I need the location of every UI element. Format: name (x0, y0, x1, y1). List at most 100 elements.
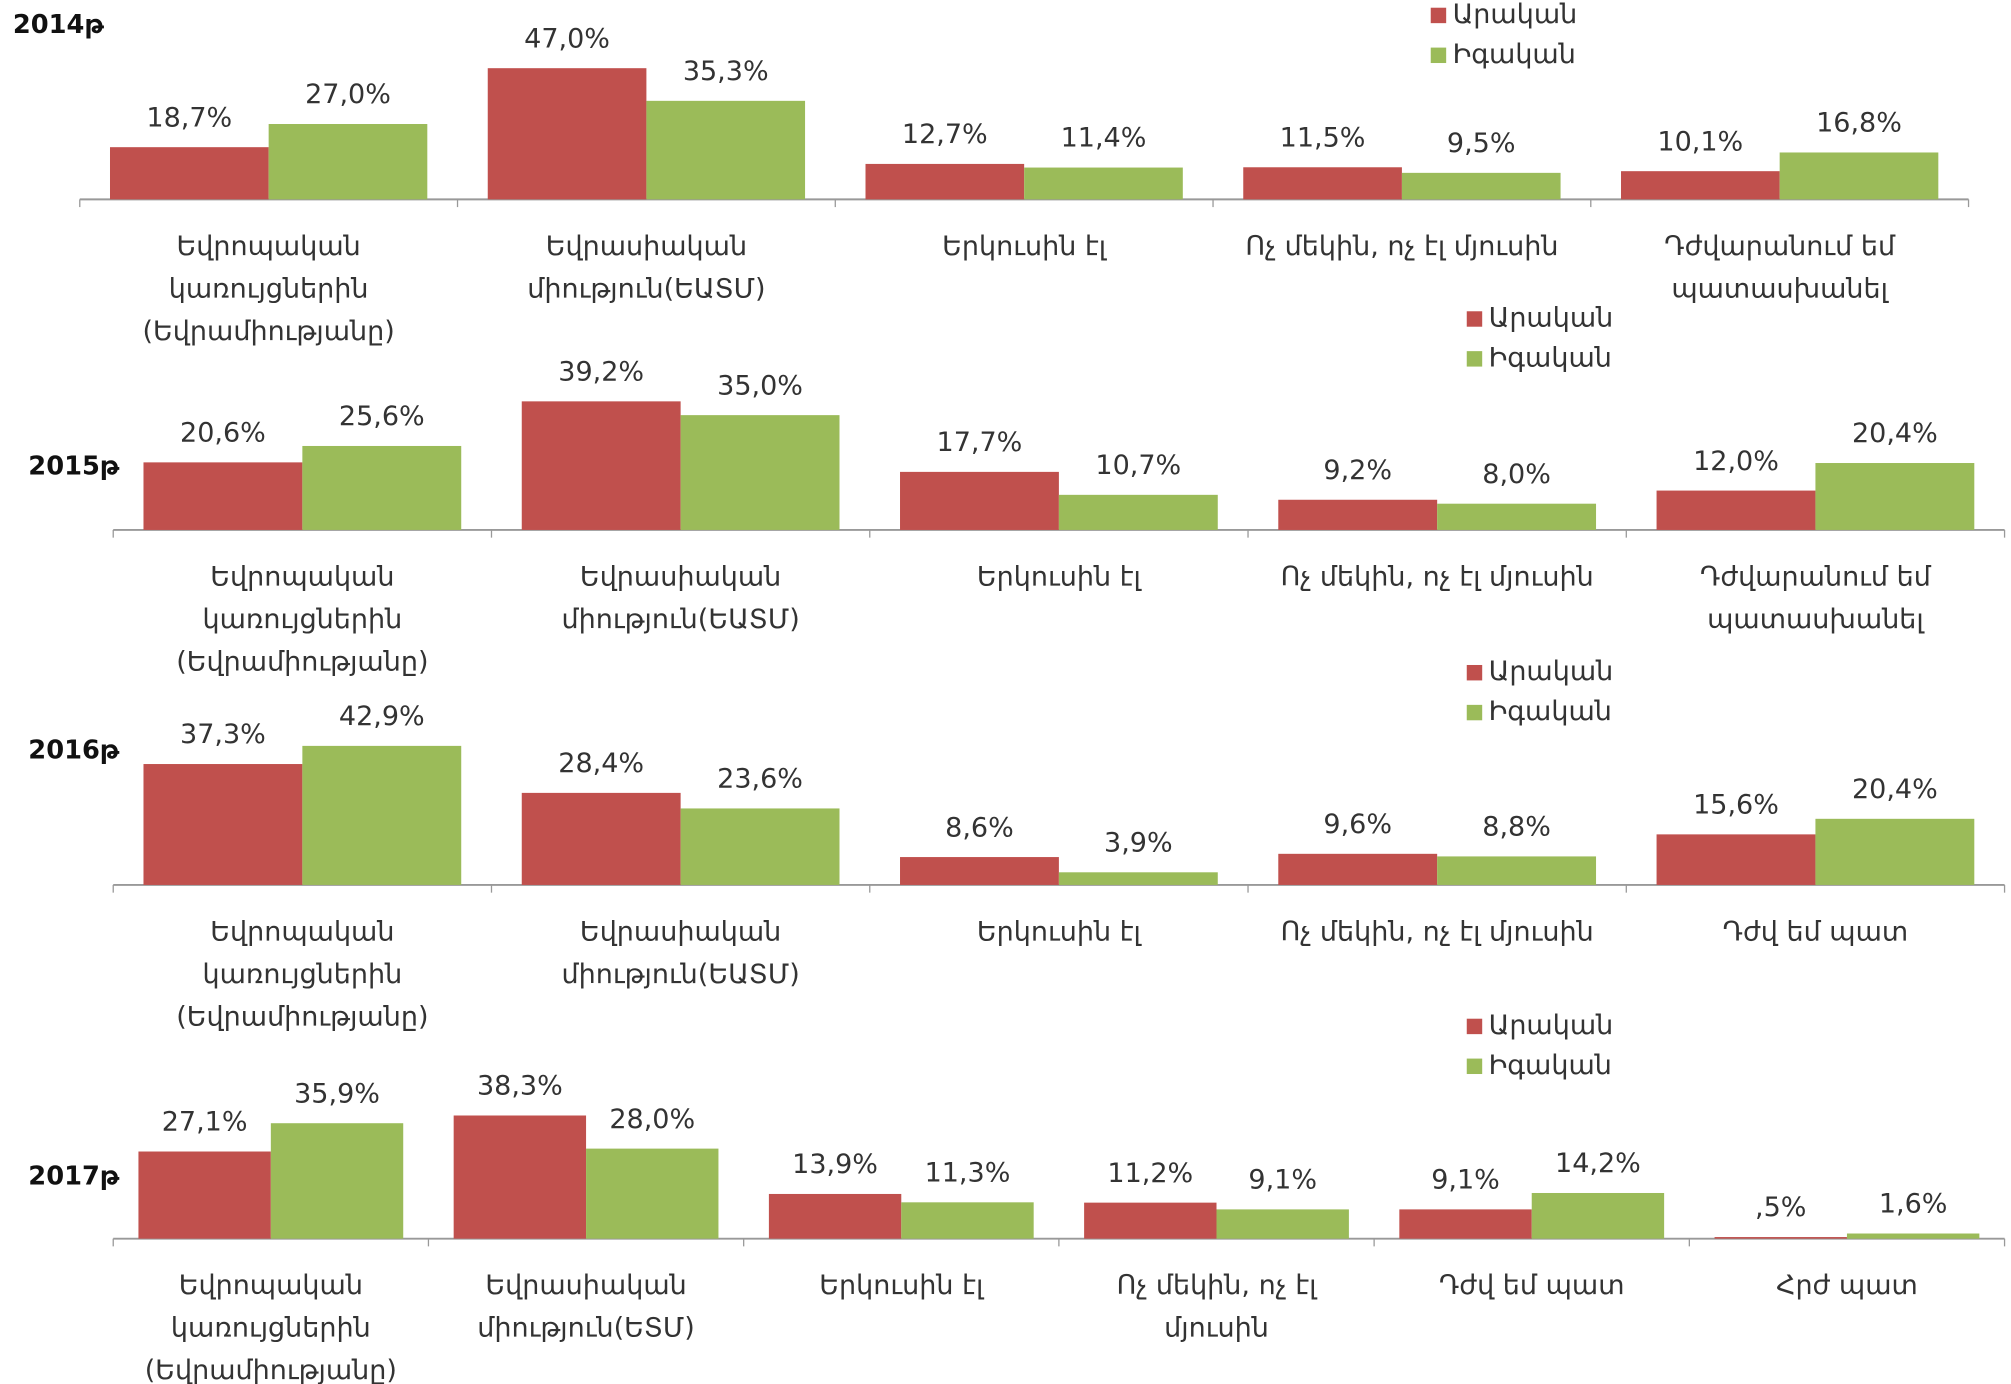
bar (138, 1151, 271, 1239)
value-label: 11,3% (925, 1158, 1011, 1189)
category-line: (Եվրամիությանը) (145, 1355, 397, 1384)
legend-label: Արական (1489, 302, 1614, 333)
value-label: 10,1% (1657, 126, 1743, 157)
category-line: Եվրոպական (177, 230, 361, 261)
category-line: Երկուսին էլ (819, 1270, 985, 1301)
category-line: միություն(ԵԱՏՄ) (561, 603, 799, 634)
value-label: 1,6% (1879, 1189, 1948, 1220)
value-label: 25,6% (339, 401, 425, 432)
category-label: Ոչ մեկին, ոչ էլ մյուսին (1281, 916, 1594, 947)
bar (586, 1148, 719, 1239)
bar (1815, 463, 1975, 530)
bar (1399, 1209, 1532, 1239)
bar (270, 1123, 404, 1239)
value-label: 37,3% (180, 719, 266, 750)
value-label: 28,0% (609, 1104, 695, 1135)
category-line: Դժվ եմ պատ (1723, 916, 1909, 947)
category-line: Եվրոպական (179, 1270, 363, 1301)
value-label: 3,9% (1104, 828, 1173, 859)
category-line: Երկուսին էլ (977, 916, 1143, 947)
category-label: Ոչ մեկին, ոչ էլ մյուսին (1281, 561, 1594, 592)
category-label: Եվրոպական կառույցներին (Եվրամիությանը) (145, 1270, 397, 1384)
category-line: (Եվրամիությանը) (176, 1001, 428, 1032)
bar (521, 401, 681, 530)
value-label: 8,6% (945, 812, 1014, 843)
chart-title: 2015թ (28, 451, 120, 481)
legend-label: Արական (1489, 1010, 1614, 1041)
value-label: 11,2% (1107, 1158, 1193, 1189)
legend-swatch (1466, 1018, 1483, 1035)
bar (1401, 172, 1561, 200)
category-line: կառույցներին (171, 1312, 371, 1343)
value-label: 9,5% (1447, 128, 1516, 159)
category-line: Եվրասիական (580, 561, 781, 592)
category-label: Եվրոպական կառույցներին (Եվրամիությանը) (176, 561, 428, 677)
category-label: Հրժ պատ (1776, 1270, 1918, 1301)
value-label: 27,0% (305, 79, 391, 110)
value-label: 13,9% (792, 1149, 878, 1180)
legend-swatch (1466, 704, 1483, 721)
category-label: Երկուսին էլ (942, 230, 1108, 261)
bar (1779, 152, 1939, 200)
category-line: միություն(ԵԱՏՄ) (527, 273, 765, 304)
category-line: Ոչ մեկին, ոչ էլ մյուսին (1281, 916, 1594, 947)
value-label: ,5% (1755, 1192, 1806, 1223)
category-line: Դժվարանում եմ (1700, 561, 1932, 592)
category-line: (Եվրամիությանը) (176, 646, 428, 677)
category-label: Եվրասիական միություն(ԵԱՏՄ) (561, 916, 799, 989)
bar (1084, 1202, 1217, 1239)
category-label: Եվրասիական միություն(ԵԱՏՄ) (527, 230, 765, 303)
bar (901, 1202, 1034, 1239)
value-label: 35,9% (294, 1078, 380, 1109)
category-line: Ոչ մեկին, ոչ էլ մյուսին (1245, 230, 1558, 261)
category-label: Եվրոպական կառույցներին (Եվրամիությանը) (176, 916, 428, 1032)
legend-swatch (1466, 351, 1483, 367)
legend-label: Արական (1489, 656, 1614, 687)
bar (680, 415, 840, 530)
value-label: 9,6% (1323, 809, 1392, 840)
bar (521, 792, 681, 885)
value-label: 23,6% (717, 764, 803, 795)
bar (1437, 503, 1597, 530)
value-label: 42,9% (339, 701, 425, 732)
value-label: 20,6% (180, 418, 266, 449)
bar (1278, 499, 1438, 530)
value-label: 9,2% (1323, 455, 1392, 486)
bar (1216, 1209, 1349, 1239)
value-label: 38,3% (477, 1071, 563, 1102)
category-line: Հրժ պատ (1776, 1270, 1918, 1301)
value-label: 35,3% (683, 56, 769, 87)
category-label: Եվրասիական միություն(ԵՏՄ) (477, 1270, 695, 1343)
value-label: 28,4% (558, 748, 644, 779)
bar (768, 1193, 902, 1239)
bar (1243, 167, 1402, 200)
value-label: 18,7% (146, 102, 232, 133)
category-label: Դժվ եմ պատ (1439, 1270, 1625, 1301)
category-line: Եվրոպական (210, 916, 394, 947)
category-line: Երկուսին էլ (942, 230, 1108, 261)
bar (1058, 872, 1218, 885)
value-label: 12,0% (1693, 446, 1779, 477)
bar (268, 124, 428, 200)
value-label: 20,4% (1852, 418, 1938, 449)
legend-label: Իգական (1489, 342, 1612, 373)
category-line: միություն(ԵՏՄ) (477, 1312, 695, 1343)
legend-label: Իգական (1453, 39, 1576, 70)
category-label: Եվրասիական միություն(ԵԱՏՄ) (561, 561, 799, 634)
category-line: Եվրասիական (580, 916, 781, 947)
category-label: Եվրոպական կառույցներին (Եվրամիությանը) (143, 230, 395, 346)
value-label: 11,5% (1280, 122, 1366, 153)
bar (453, 1115, 587, 1239)
legend-label: Արական (1453, 0, 1578, 30)
value-label: 20,4% (1852, 774, 1938, 805)
legend-swatch (1466, 1058, 1483, 1075)
value-label: 8,0% (1482, 459, 1551, 490)
category-label: Ոչ մեկին, ոչ էլ մյուսին (1245, 230, 1558, 261)
value-label: 15,6% (1693, 790, 1779, 821)
bar (302, 745, 462, 885)
legend-swatch (1430, 47, 1447, 64)
bar (1278, 853, 1438, 885)
bar (1714, 1237, 1847, 1239)
